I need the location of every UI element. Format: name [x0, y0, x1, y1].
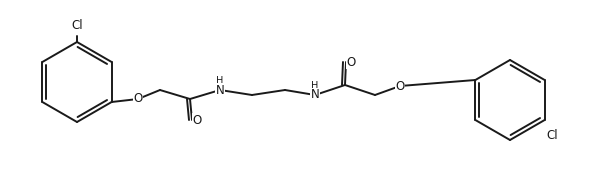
Text: O: O [347, 55, 356, 68]
Text: N: N [311, 89, 319, 102]
Text: O: O [134, 92, 143, 105]
Text: O: O [395, 79, 405, 92]
Text: Cl: Cl [547, 129, 558, 142]
Text: Cl: Cl [71, 19, 83, 32]
Text: H: H [311, 81, 319, 91]
Text: N: N [215, 83, 225, 96]
Text: H: H [216, 76, 224, 86]
Text: O: O [192, 114, 202, 127]
